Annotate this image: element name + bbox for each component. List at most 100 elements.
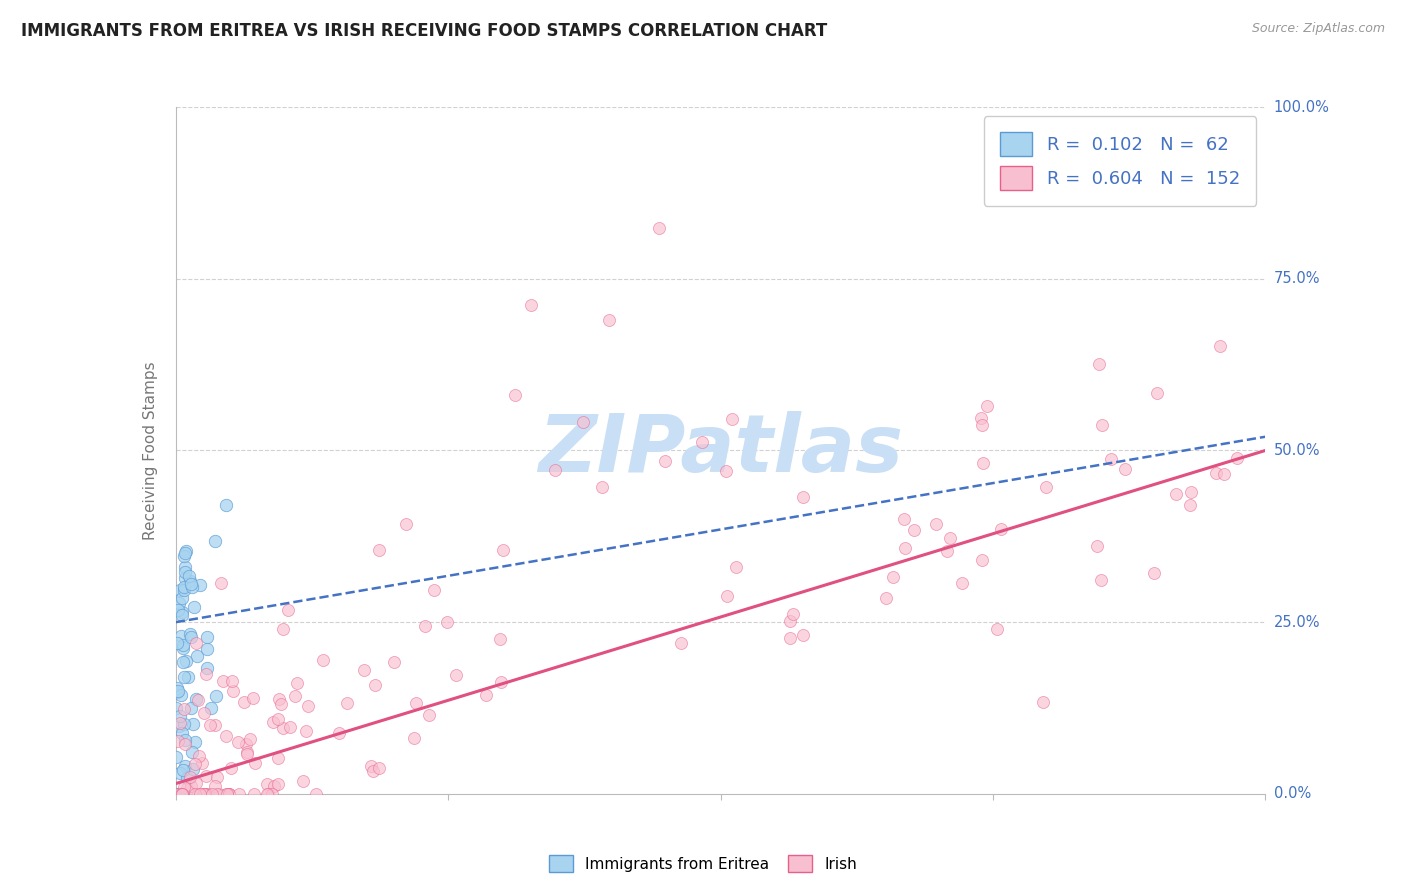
Point	[226, 735, 249, 749]
Point	[1205, 466, 1227, 480]
Point	[187, 749, 209, 764]
Point	[201, 787, 224, 801]
Point	[1114, 462, 1136, 476]
Point	[716, 589, 738, 603]
Point	[270, 697, 292, 711]
Point	[903, 523, 925, 537]
Point	[184, 735, 207, 749]
Text: 25.0%: 25.0%	[1274, 615, 1320, 630]
Point	[236, 746, 259, 760]
Point	[544, 463, 567, 477]
Point	[725, 559, 748, 574]
Point	[285, 675, 308, 690]
Point	[970, 411, 993, 425]
Point	[935, 543, 957, 558]
Point	[278, 720, 301, 734]
Point	[654, 454, 676, 468]
Point	[1212, 467, 1234, 481]
Point	[328, 726, 350, 740]
Point	[1178, 498, 1201, 512]
Point	[173, 581, 195, 595]
Point	[205, 689, 228, 703]
Point	[363, 678, 385, 692]
Point	[172, 787, 194, 801]
Point	[166, 635, 188, 649]
Point	[193, 787, 215, 801]
Point	[170, 608, 193, 623]
Point	[172, 655, 194, 669]
Point	[188, 787, 211, 801]
Point	[1143, 566, 1166, 580]
Text: 50.0%: 50.0%	[1274, 443, 1320, 458]
Point	[1085, 539, 1108, 553]
Point	[218, 787, 240, 801]
Point	[267, 691, 290, 706]
Point	[169, 708, 191, 723]
Point	[174, 737, 197, 751]
Text: Source: ZipAtlas.com: Source: ZipAtlas.com	[1251, 22, 1385, 36]
Point	[1088, 357, 1111, 371]
Point	[405, 697, 427, 711]
Point	[938, 531, 960, 545]
Point	[184, 636, 207, 650]
Point	[180, 577, 202, 591]
Point	[193, 706, 215, 720]
Point	[986, 622, 1008, 636]
Point	[444, 668, 467, 682]
Point	[166, 787, 188, 801]
Point	[172, 641, 194, 656]
Point	[520, 298, 543, 312]
Point	[779, 614, 801, 628]
Point	[188, 578, 211, 592]
Point	[172, 638, 194, 652]
Point	[413, 619, 436, 633]
Point	[218, 787, 240, 801]
Point	[167, 787, 190, 801]
Point	[1166, 487, 1188, 501]
Point	[200, 700, 222, 714]
Point	[170, 629, 193, 643]
Point	[170, 726, 193, 740]
Point	[395, 517, 418, 532]
Point	[222, 684, 245, 698]
Point	[180, 745, 202, 759]
Point	[180, 701, 202, 715]
Point	[792, 628, 814, 642]
Point	[166, 681, 188, 696]
Point	[271, 721, 294, 735]
Text: IMMIGRANTS FROM ERITREA VS IRISH RECEIVING FOOD STAMPS CORRELATION CHART: IMMIGRANTS FROM ERITREA VS IRISH RECEIVI…	[21, 22, 827, 40]
Point	[972, 553, 994, 567]
Point	[1146, 385, 1168, 400]
Point	[194, 787, 217, 801]
Point	[1180, 484, 1202, 499]
Point	[184, 692, 207, 706]
Point	[1090, 573, 1112, 587]
Point	[256, 787, 278, 801]
Point	[976, 399, 998, 413]
Point	[177, 569, 200, 583]
Point	[179, 574, 201, 588]
Point	[173, 780, 195, 795]
Point	[297, 699, 319, 714]
Point	[1099, 451, 1122, 466]
Point	[176, 781, 198, 796]
Point	[174, 544, 197, 558]
Point	[368, 762, 391, 776]
Point	[894, 541, 917, 555]
Point	[204, 718, 226, 732]
Point	[205, 787, 228, 801]
Point	[191, 787, 214, 801]
Point	[180, 779, 202, 793]
Point	[236, 747, 259, 761]
Point	[721, 411, 744, 425]
Point	[422, 583, 444, 598]
Point	[235, 737, 257, 751]
Point	[167, 787, 190, 801]
Point	[242, 787, 264, 801]
Point	[972, 456, 994, 470]
Point	[187, 787, 209, 801]
Point	[205, 770, 228, 784]
Point	[284, 690, 307, 704]
Point	[572, 415, 595, 429]
Point	[336, 696, 359, 710]
